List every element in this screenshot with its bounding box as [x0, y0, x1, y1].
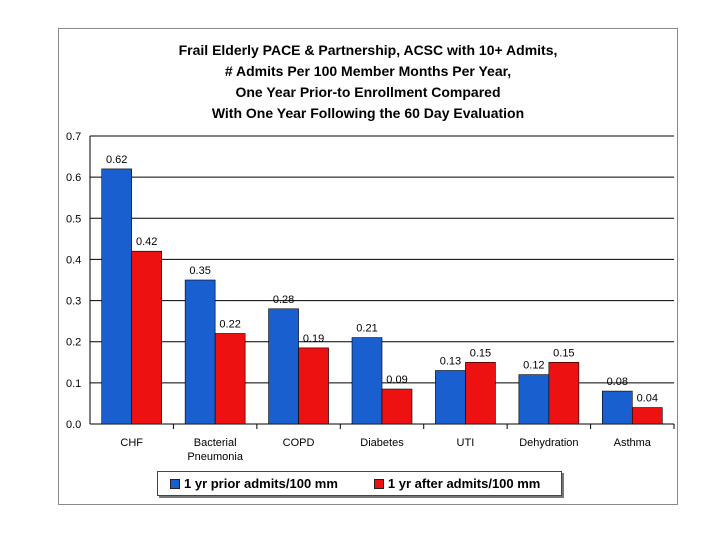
- bar-prior-4: [435, 370, 466, 425]
- bar-prior-2: [268, 308, 299, 425]
- bar-after-3: [381, 388, 413, 425]
- data-label-after-5: 0.15: [553, 347, 574, 359]
- y-tick-label-3: 0.3: [66, 296, 81, 308]
- x-category-label-2: COPD: [283, 437, 315, 449]
- data-label-prior-6: 0.08: [607, 376, 628, 388]
- data-label-after-6: 0.04: [637, 393, 658, 405]
- data-label-prior-4: 0.13: [440, 356, 461, 368]
- y-tick-label-1: 0.1: [66, 378, 81, 390]
- title-line-1: Frail Elderly PACE & Partnership, ACSC w…: [178, 42, 558, 58]
- bar-prior-1: [184, 279, 216, 425]
- x-category-label-1-line-1: Pneumonia: [187, 451, 244, 463]
- data-label-prior-0: 0.62: [106, 154, 127, 166]
- x-category-label-1-line-0: Bacterial: [194, 437, 237, 449]
- legend-entry-after: 1 yr after admits/100 mm: [373, 476, 541, 491]
- bar-after-5: [548, 361, 580, 425]
- data-label-prior-1: 0.35: [189, 265, 210, 277]
- data-label-prior-3: 0.21: [356, 323, 377, 335]
- bar-prior-6: [601, 390, 633, 425]
- title-line-2: # Admits Per 100 Member Months Per Year,: [224, 63, 512, 79]
- y-tick-label-2: 0.2: [66, 337, 81, 349]
- data-label-after-0: 0.42: [136, 236, 157, 248]
- y-tick-label-4: 0.4: [66, 254, 81, 266]
- y-tick-label-0: 0.0: [66, 419, 81, 431]
- bar-after-2: [298, 347, 329, 425]
- x-category-label-6: Asthma: [614, 437, 652, 449]
- legend-label-after: 1 yr after admits/100 mm: [387, 476, 541, 491]
- x-category-label-0: CHF: [120, 437, 143, 449]
- bar-prior-0: [101, 168, 133, 425]
- bar-prior-3: [351, 337, 383, 425]
- data-label-prior-5: 0.12: [523, 360, 544, 372]
- bar-after-0: [131, 250, 163, 425]
- legend-swatch-after: [373, 478, 384, 489]
- x-category-label-3: Diabetes: [360, 437, 404, 449]
- legend-swatch-prior: [170, 478, 180, 489]
- data-label-after-3: 0.09: [386, 374, 407, 386]
- data-label-after-4: 0.15: [470, 347, 491, 359]
- legend-label-prior: 1 yr prior admits/100 mm: [184, 476, 338, 491]
- bar-prior-5: [518, 374, 550, 425]
- data-label-prior-2: 0.28: [273, 294, 294, 306]
- chart-legend: 1 yr prior admits/100 mm 1 yr after admi…: [157, 471, 562, 496]
- bar-after-6: [631, 407, 663, 425]
- title-line-3: One Year Prior-to Enrollment Compared: [235, 84, 501, 100]
- chart-title: Frail Elderly PACE & Partnership, ACSC w…: [58, 40, 678, 124]
- y-tick-label-5: 0.5: [66, 213, 81, 225]
- title-line-4: With One Year Following the 60 Day Evalu…: [211, 105, 525, 121]
- x-category-label-4: UTI: [457, 437, 475, 449]
- data-label-after-1: 0.22: [219, 318, 240, 330]
- x-category-label-5: Dehydration: [519, 437, 578, 449]
- legend-entry-prior: 1 yr prior admits/100 mm: [170, 476, 338, 491]
- y-tick-label-7: 0.7: [66, 131, 81, 143]
- bar-after-4: [465, 361, 496, 425]
- data-label-after-2: 0.19: [303, 333, 324, 345]
- y-tick-label-6: 0.6: [66, 172, 81, 184]
- bar-after-1: [214, 333, 246, 425]
